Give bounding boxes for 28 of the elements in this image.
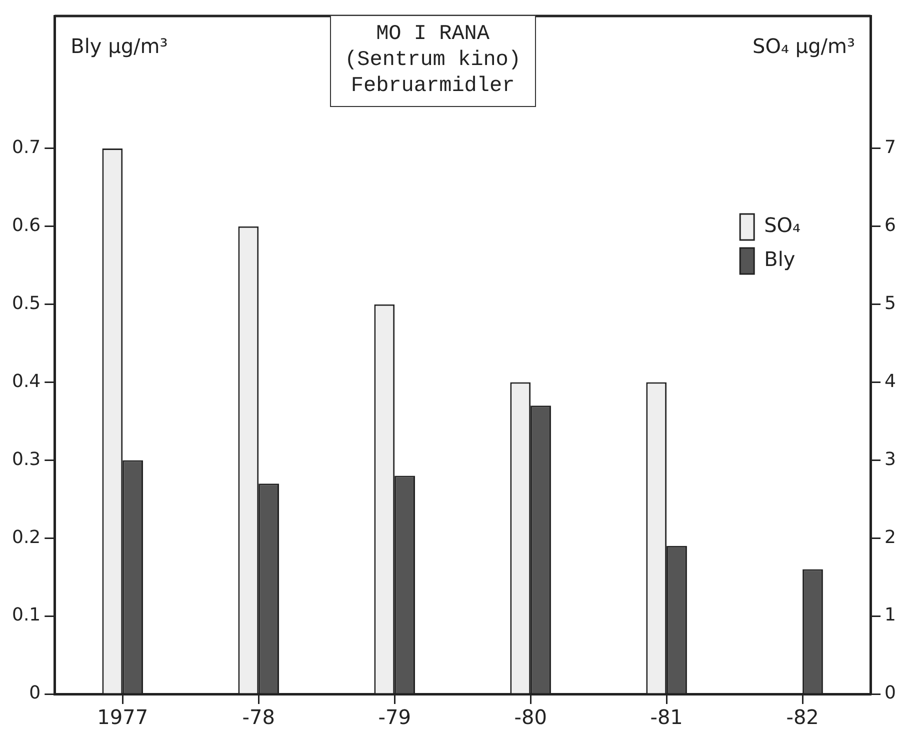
x-tick-label: -78 — [242, 705, 275, 730]
y2-tick-label: 5 — [884, 293, 896, 314]
y2-tick-label: 4 — [884, 370, 896, 392]
x-tick-label: -79 — [378, 705, 411, 730]
y2-tick-label: 7 — [884, 137, 896, 158]
y2-tick-label: 2 — [884, 526, 896, 548]
y-axis-title: Bly μg/m³ — [70, 34, 168, 58]
x-tick-label: -82 — [786, 705, 819, 730]
y2-tick-label: 0 — [884, 682, 896, 704]
x-tick-label: -81 — [650, 705, 683, 730]
y2-axis-title: SO₄ μg/m³ — [752, 34, 856, 58]
y-tick-label: 0.4 — [12, 370, 41, 392]
y-tick-label: 0.2 — [12, 526, 41, 548]
legend-label: Bly — [764, 247, 796, 272]
y2-tick-label: 3 — [884, 448, 896, 470]
legend-label: SO₄ — [764, 213, 801, 238]
chart-title: MO I RANA — [375, 22, 490, 48]
y-tick-label: 0.5 — [12, 293, 41, 314]
y-tick-label: 0.6 — [12, 215, 41, 236]
y2-tick-label: 6 — [884, 215, 896, 236]
y-tick-label: 0.3 — [12, 448, 41, 470]
y-tick-label: 0.7 — [12, 137, 41, 158]
y-tick-label: 0.1 — [12, 604, 41, 626]
y2-tick-label: 1 — [884, 604, 896, 626]
x-tick-label: 1977 — [97, 705, 148, 730]
text: (Sentrum kino) Februarmidler — [344, 48, 522, 100]
x-tick-label: -80 — [514, 705, 547, 730]
y-tick-label: 0 — [29, 682, 41, 704]
